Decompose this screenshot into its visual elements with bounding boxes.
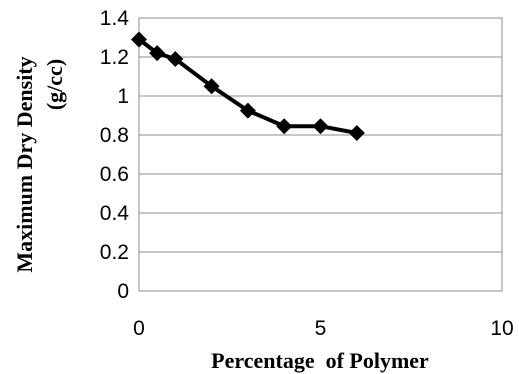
y-tick-label-3: 0.6 [100,163,129,186]
y-tick-label-0: 0 [117,280,129,303]
data-point-5 [276,118,293,135]
y-tick-label-5: 1 [117,85,129,108]
data-point-1 [149,45,166,62]
x-axis-title: Percentage of Polymer [211,348,429,373]
plot-area [138,17,503,292]
y-tick-label-7: 1.4 [100,7,130,30]
y-tick-label-4: 0.8 [100,124,129,147]
series-layer [131,31,365,142]
y-tick-label-1: 0.2 [100,241,129,264]
x-tick-label-1: 5 [315,317,327,340]
data-point-3 [203,78,220,95]
series-line-0 [137,37,358,135]
x-tick-label-2: 10 [490,317,513,340]
data-point-2 [167,50,184,67]
y-axis-title-line2: (g/cc) [42,59,67,110]
data-point-0 [131,31,147,48]
data-point-6 [312,118,329,135]
data-point-4 [239,102,256,119]
y-axis-ticks: 0 0.2 0.4 0.6 0.8 1 1.2 1.4 [100,7,130,303]
y-axis-title-line1: Maximum Dry Density [12,56,37,272]
y-tick-label-2: 0.4 [100,202,130,225]
x-tick-label-0: 0 [133,317,145,340]
x-axis-ticks: 0 5 10 [133,317,514,340]
data-point-7 [348,125,365,142]
gridlines [139,17,502,292]
y-tick-label-6: 1.2 [100,46,129,69]
